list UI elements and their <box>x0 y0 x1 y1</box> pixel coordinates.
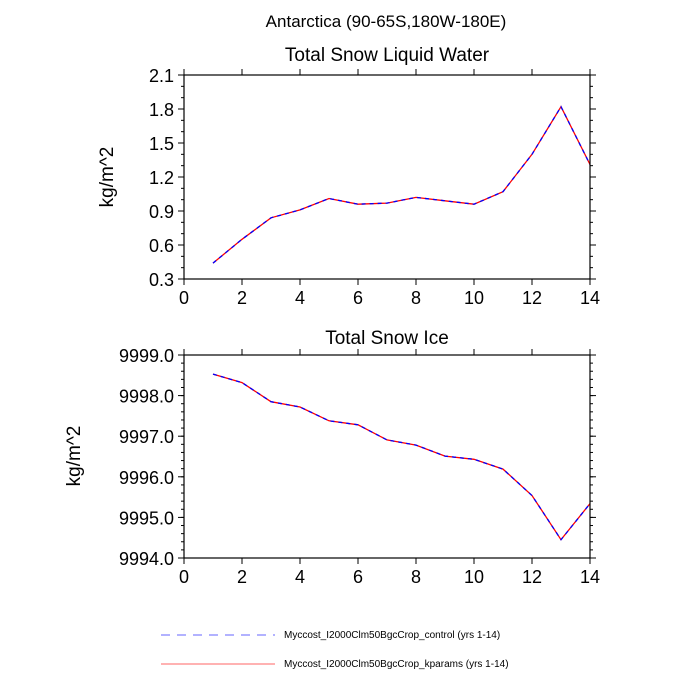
panel-snow-ice: Total Snow Ice kg/m^2 0 2 4 6 8 10 12 14 9994.0 9… <box>64 328 600 587</box>
plot-frame <box>183 74 591 280</box>
y-tick-label: 2.1 <box>149 66 174 86</box>
x-tick-label: 4 <box>295 567 305 587</box>
panel-title: Total Snow Ice <box>325 328 449 349</box>
series-line-kparams <box>212 373 591 541</box>
x-tick-label: 2 <box>237 288 247 308</box>
legend: Myccost_I2000Clm50BgcCrop_control (yrs 1… <box>161 630 509 670</box>
y-tick-label: 9997.0 <box>119 427 174 447</box>
x-tick-label: 14 <box>580 567 600 587</box>
x-tick-label: 2 <box>237 567 247 587</box>
y-tick-label: 0.3 <box>149 270 174 290</box>
y-tick-label: 0.6 <box>149 236 174 256</box>
x-tick-label: 0 <box>179 288 189 308</box>
y-tick-label: 1.2 <box>149 168 174 188</box>
x-tick-label: 10 <box>464 288 484 308</box>
series-line-kparams <box>212 105 591 264</box>
x-tick-label: 14 <box>580 288 600 308</box>
y-tick-label: 9996.0 <box>119 468 174 488</box>
y-tick-label: 9995.0 <box>119 508 174 528</box>
x-tick-label: 12 <box>522 288 542 308</box>
y-tick-label: 1.5 <box>149 134 174 154</box>
y-tick-label: 9994.0 <box>119 549 174 569</box>
y-axis-label: kg/m^2 <box>64 426 85 487</box>
x-tick-label: 4 <box>295 288 305 308</box>
series-line-control <box>212 105 591 264</box>
figure-title: Antarctica (90-65S,180W-180E) <box>266 12 507 31</box>
x-tick-label: 0 <box>179 567 189 587</box>
panel-title: Total Snow Liquid Water <box>285 45 490 66</box>
y-axis-label: kg/m^2 <box>97 147 118 208</box>
x-tick-label: 6 <box>353 567 363 587</box>
series-line-control <box>212 373 591 541</box>
y-tick-label: 0.9 <box>149 202 174 222</box>
y-tick-label: 9998.0 <box>119 387 174 407</box>
plot-frame <box>183 354 591 559</box>
x-tick-label: 10 <box>464 567 484 587</box>
x-tick-label: 8 <box>411 288 421 308</box>
legend-label-kparams: Myccost_I2000Clm50BgcCrop_kparams (yrs 1… <box>284 659 509 670</box>
panel-snow-liquid-water: Total Snow Liquid Water kg/m^2 0 2 4 6 8 10 12… <box>97 45 600 308</box>
legend-label-control: Myccost_I2000Clm50BgcCrop_control (yrs 1… <box>284 630 500 641</box>
y-tick-label: 9999.0 <box>119 346 174 366</box>
x-tick-label: 12 <box>522 567 542 587</box>
y-tick-label: 1.8 <box>149 100 174 120</box>
x-tick-label: 8 <box>411 567 421 587</box>
x-tick-label: 6 <box>353 288 363 308</box>
